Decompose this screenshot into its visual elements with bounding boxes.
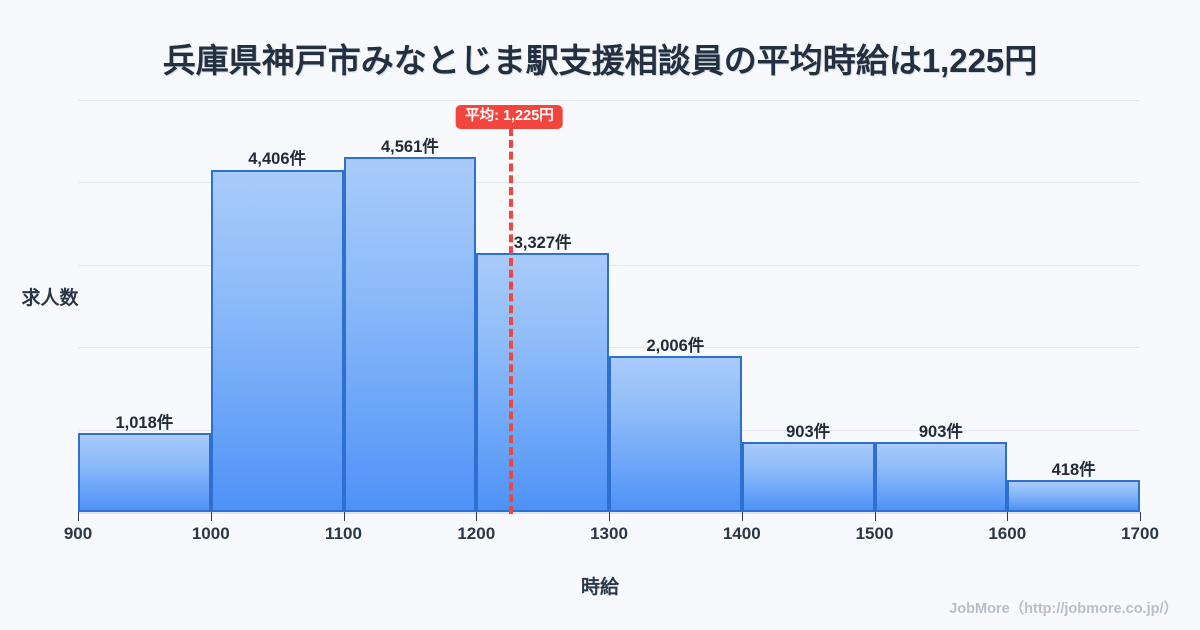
bar xyxy=(343,157,477,512)
x-tick xyxy=(343,512,345,521)
bar xyxy=(609,356,742,512)
bar xyxy=(741,441,875,512)
bar-value-label: 418件 xyxy=(1051,460,1096,479)
x-tick xyxy=(609,512,610,521)
bar xyxy=(874,441,1008,512)
x-tick-label: 900 xyxy=(63,524,93,543)
x-tick-label: 1300 xyxy=(590,524,628,543)
bar-value-label: 1,018件 xyxy=(115,413,174,432)
x-tick xyxy=(1140,512,1141,521)
x-tick-label: 1100 xyxy=(325,524,362,543)
average-badge: 平均: 1,225円 xyxy=(456,105,563,129)
bar xyxy=(1007,479,1140,512)
x-tick-label: 1600 xyxy=(988,524,1027,543)
x-tick-label: 1500 xyxy=(855,524,894,543)
x-tick-label: 1000 xyxy=(191,524,230,543)
gridline xyxy=(78,182,1140,183)
bar-value-label: 903件 xyxy=(918,422,963,441)
gridline xyxy=(78,347,1140,348)
x-tick-label: 1700 xyxy=(1121,524,1159,543)
average-line xyxy=(509,128,514,514)
x-tick xyxy=(476,512,478,521)
x-tick xyxy=(874,512,876,521)
bar-value-label: 4,406件 xyxy=(248,150,307,169)
x-tick xyxy=(741,512,743,521)
bar-value-label: 2,006件 xyxy=(646,337,705,356)
x-tick xyxy=(1007,512,1009,521)
gridline xyxy=(78,265,1140,266)
bar xyxy=(476,253,609,512)
gridline xyxy=(78,100,1140,101)
x-axis-title: 時給 xyxy=(580,577,619,598)
bar xyxy=(78,432,211,512)
plot-area: 1,018件 4,406件 4,561件 3,327件 2,006件 903件 903件 41… xyxy=(78,100,1140,512)
x-tick xyxy=(78,512,79,521)
x-tick xyxy=(210,512,212,521)
x-tick-label: 1400 xyxy=(722,524,761,543)
bar-value-label: 3,327件 xyxy=(513,234,572,253)
bar-value-label: 4,561件 xyxy=(380,138,439,157)
x-tick-label: 1200 xyxy=(457,524,496,543)
bar-value-label: 903件 xyxy=(786,422,831,441)
bar xyxy=(210,169,344,512)
footer-credit: JobMore（http://jobmore.co.jp/） xyxy=(949,601,1178,617)
chart-title: 兵庫県神戸市みなとじま駅支援相談員の平均時給は1,225円 xyxy=(162,42,1038,79)
y-axis-title: 求人数 xyxy=(21,288,79,309)
